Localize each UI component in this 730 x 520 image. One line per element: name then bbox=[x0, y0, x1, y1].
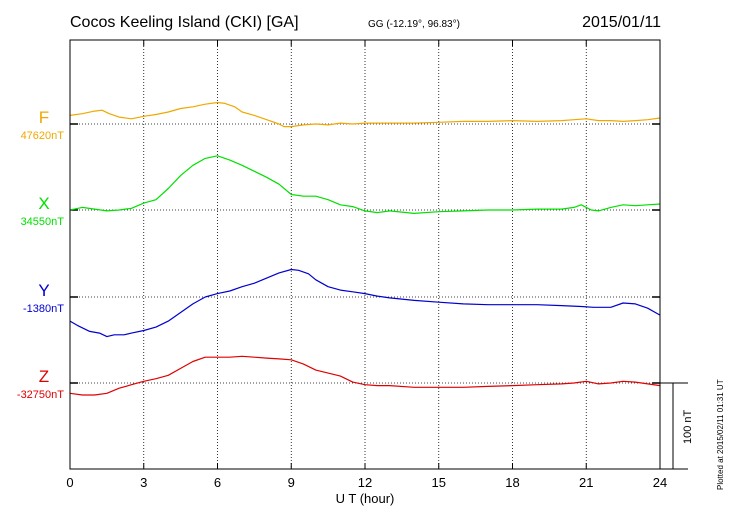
chart-date: 2015/01/11 bbox=[582, 14, 661, 31]
x-tick-label: 24 bbox=[653, 475, 667, 490]
component-labels: F 47620nT X 34550nT Y -1380nT Z -32750nT bbox=[17, 108, 64, 401]
station-coordinates: GG (-12.19°, 96.83°) bbox=[368, 19, 460, 30]
plot-frame bbox=[69, 39, 661, 470]
component-label-f: F bbox=[39, 108, 49, 127]
chart-title: Cocos Keeling Island (CKI) [GA] bbox=[70, 14, 299, 31]
x-tick-label: 15 bbox=[432, 475, 446, 490]
x-tick-label: 21 bbox=[579, 475, 593, 490]
x-tick-label: 12 bbox=[358, 475, 372, 490]
scale-bar: 100 nT bbox=[660, 382, 694, 470]
series-line-y bbox=[69, 268, 661, 338]
component-label-y: Y bbox=[38, 281, 49, 300]
x-tick-label: 9 bbox=[288, 475, 295, 490]
series-line-z bbox=[69, 355, 661, 396]
plotted-note: Plotted at 2015/02/11 01:31 UT bbox=[716, 379, 725, 490]
x-tick-label: 0 bbox=[66, 475, 73, 490]
grid bbox=[143, 40, 587, 469]
baseline-value-z: -32750nT bbox=[17, 389, 64, 401]
series-line-f bbox=[69, 101, 661, 128]
x-axis-ticks: 0 3 6 9 12 15 18 21 24 bbox=[66, 40, 667, 490]
x-tick-label: 6 bbox=[214, 475, 221, 490]
component-label-z: Z bbox=[39, 367, 49, 386]
x-tick-label: 18 bbox=[505, 475, 519, 490]
component-label-x: X bbox=[38, 194, 49, 213]
series-lines bbox=[69, 101, 661, 396]
series-line-x bbox=[69, 155, 661, 214]
baseline-value-y: -1380nT bbox=[23, 303, 64, 315]
x-axis-label: U T (hour) bbox=[336, 491, 395, 506]
scale-bar-label: 100 nT bbox=[682, 409, 694, 444]
baseline-value-f: 47620nT bbox=[21, 130, 65, 142]
baseline-value-x: 34550nT bbox=[21, 216, 65, 228]
x-tick-label: 3 bbox=[140, 475, 147, 490]
